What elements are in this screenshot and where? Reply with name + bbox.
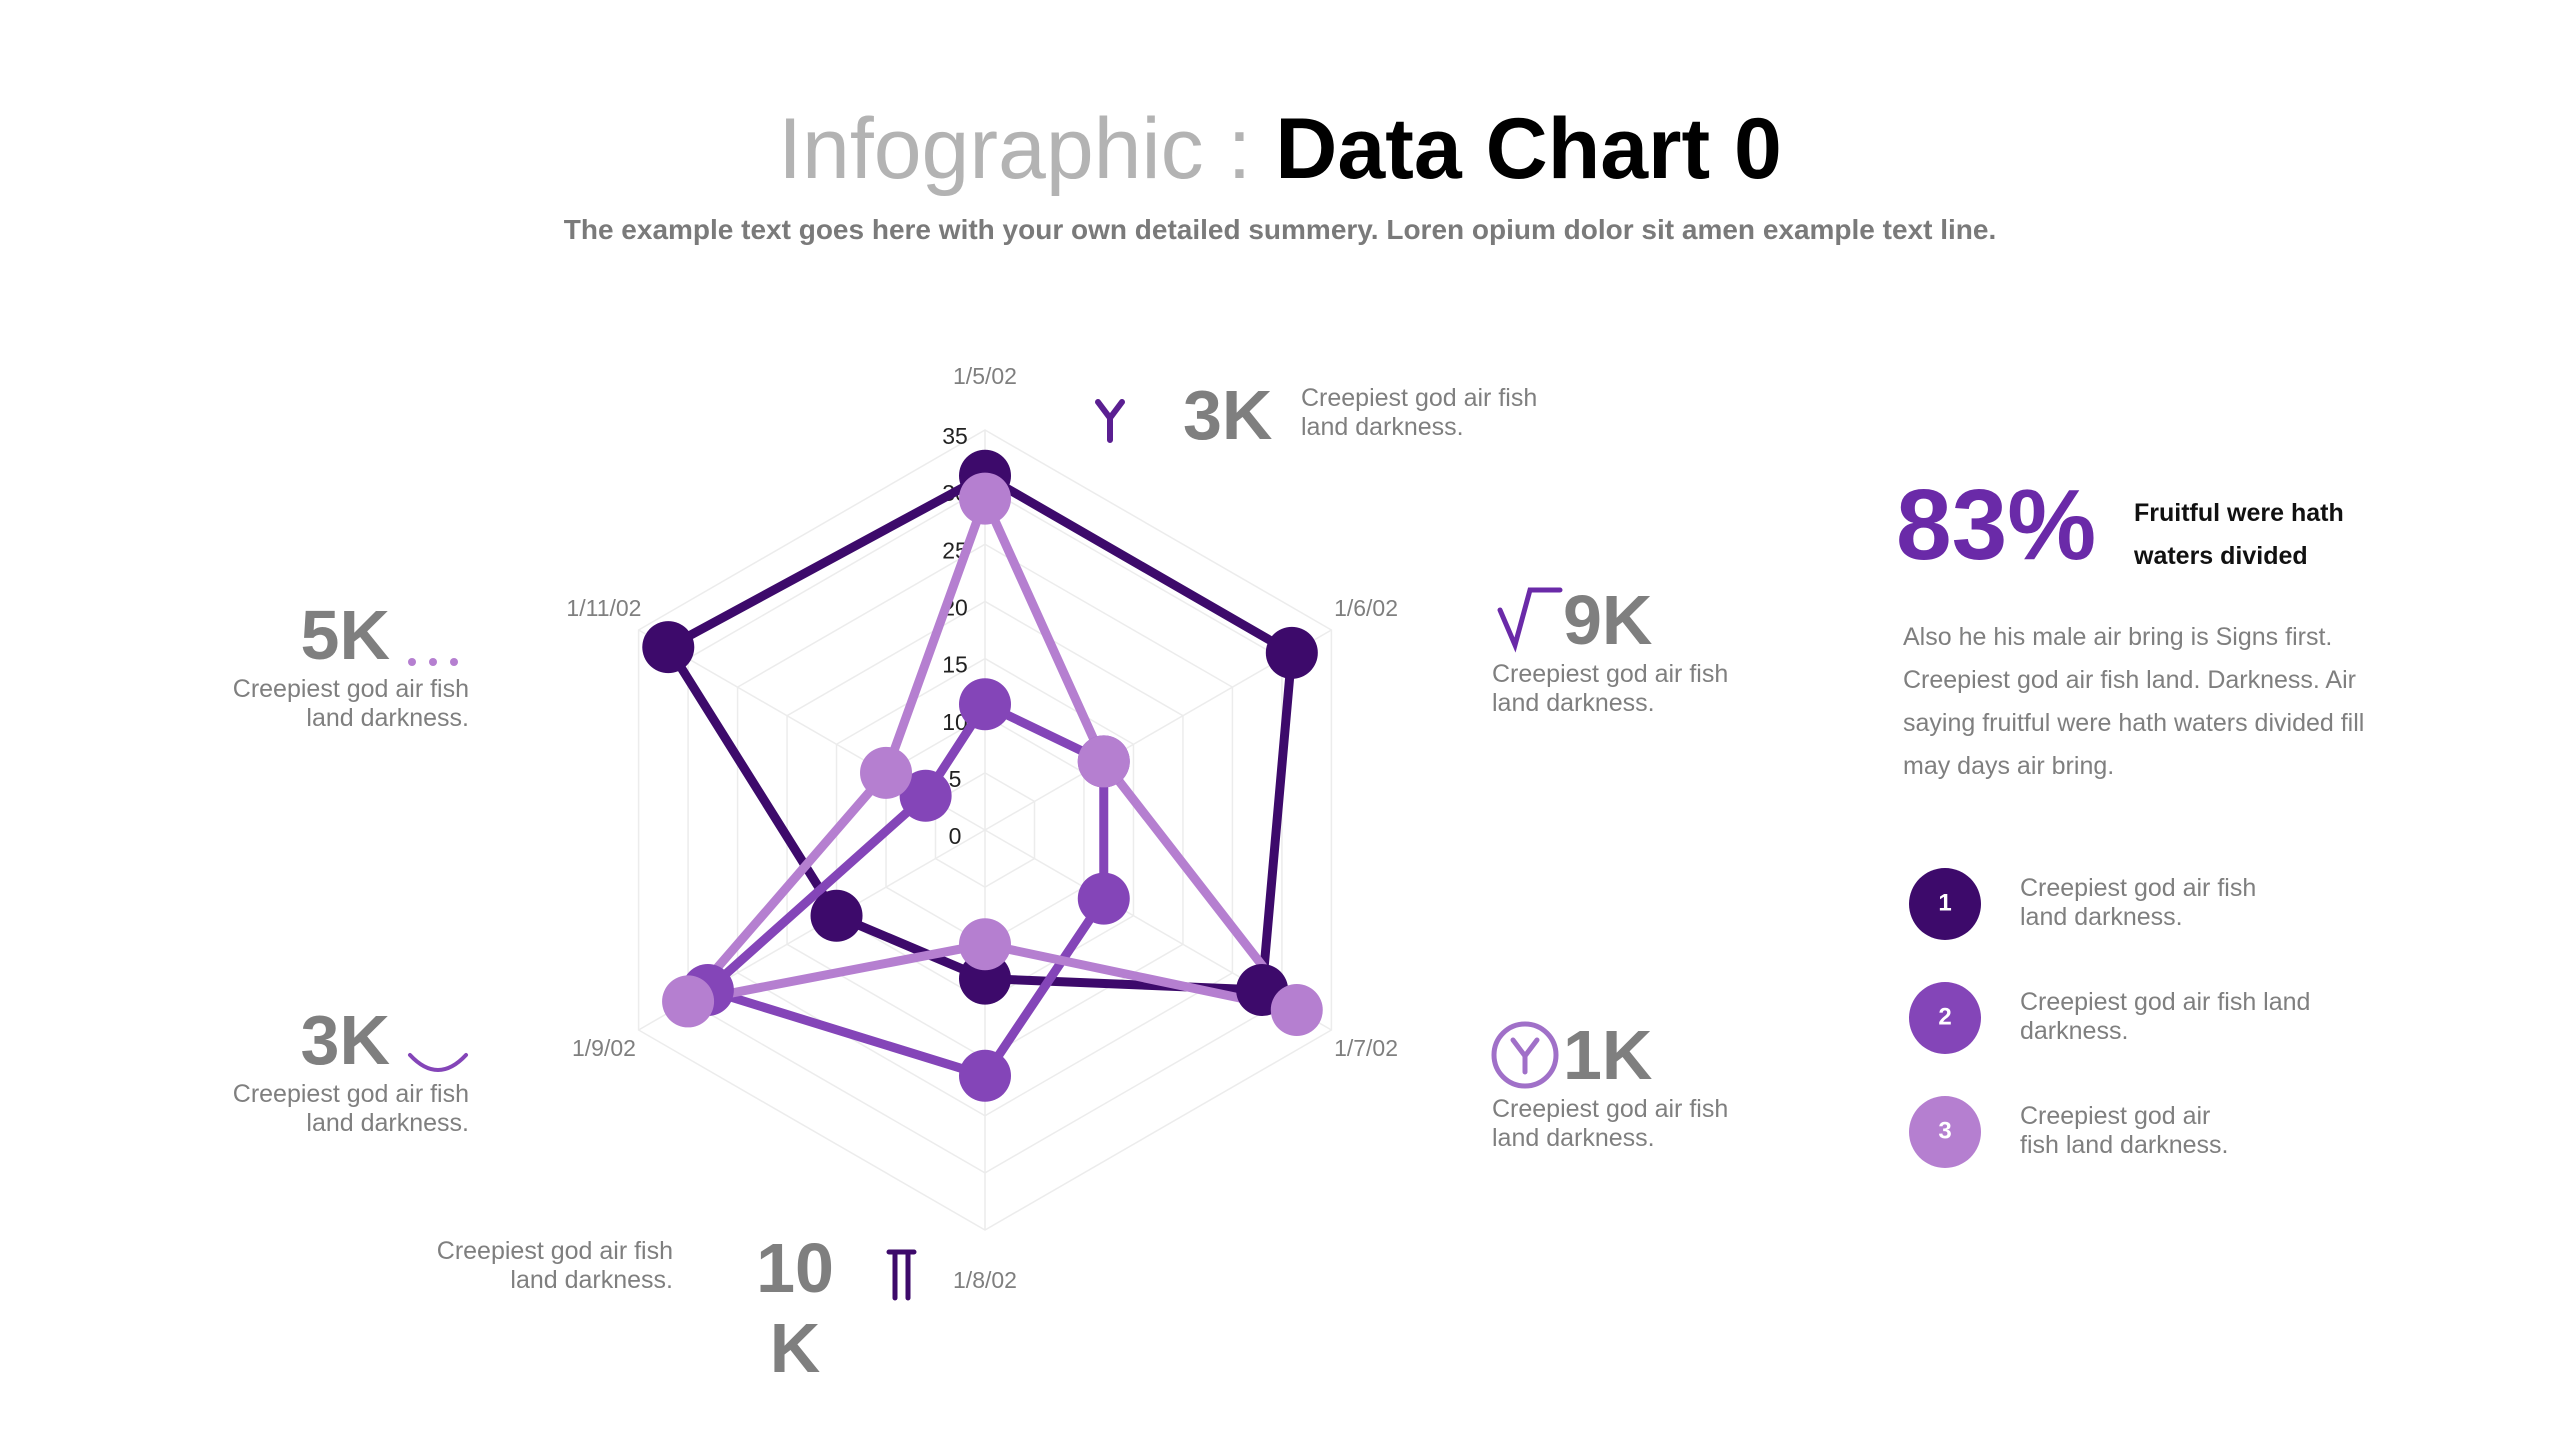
legend-marker	[1909, 1096, 1981, 1168]
category-label: 1/5/02	[953, 363, 1017, 389]
icon	[1510, 1037, 1540, 1075]
category-label: 1/6/02	[1334, 595, 1398, 621]
legend-marker	[1909, 868, 1981, 940]
legend-number: 2	[1938, 1003, 1951, 1030]
icon	[429, 658, 437, 666]
callout-value: 10 K	[756, 1229, 834, 1387]
title: Infographic : Data Chart 0	[0, 100, 2560, 199]
data-point	[860, 746, 913, 799]
data-point	[959, 678, 1011, 731]
paragraph: Also he his male air bring is Signs firs…	[1903, 623, 2365, 780]
callout-value: 3K	[300, 1001, 390, 1079]
icon	[1095, 399, 1125, 443]
stat-value: 83%	[1896, 469, 2097, 581]
data-point	[959, 918, 1011, 971]
callout-value: 9K	[1563, 581, 1653, 659]
data-point	[959, 1049, 1011, 1102]
icon	[886, 1249, 917, 1301]
icon	[408, 658, 416, 666]
legend-text: Creepiest god air fish land darkness.	[2020, 988, 2311, 1045]
r-tick-label: 0	[949, 823, 962, 849]
subtitle: The example text goes here with your own…	[563, 214, 1997, 245]
icons	[408, 399, 1563, 1301]
callout-text: Creepiest god air fish land darkness.	[1301, 384, 1538, 441]
category-label: 1/7/02	[1334, 1035, 1398, 1061]
data-point	[1265, 626, 1318, 679]
icon	[408, 1053, 468, 1072]
data-point	[810, 889, 863, 942]
data-point	[642, 621, 695, 674]
callout-text: Creepiest god air fish land darkness.	[232, 1080, 469, 1137]
data-point	[1077, 735, 1130, 788]
radar: 051015202530351/5/021/6/021/7/021/8/021/…	[566, 363, 1398, 1293]
legend-text: Creepiest god air fish land darkness.	[2020, 1102, 2229, 1159]
data-point	[662, 975, 715, 1028]
callout-text: Creepiest god air fish land darkness.	[1492, 1095, 1729, 1152]
legend-text: Creepiest god air fish land darkness.	[2020, 874, 2257, 931]
icon	[1497, 587, 1563, 653]
callout-text: Creepiest god air fish land darkness.	[436, 1237, 673, 1294]
r-tick-label: 15	[942, 652, 968, 678]
data-point	[899, 769, 952, 822]
category-label: 1/9/02	[572, 1035, 636, 1061]
icon	[1491, 1021, 1559, 1089]
category-label: 1/11/02	[566, 595, 641, 621]
legend-number: 3	[1938, 1117, 1951, 1144]
legend: 1 2 3	[1909, 868, 1981, 1168]
category-label: 1/8/02	[953, 1267, 1017, 1293]
stat-caption: Fruitful were hath waters divided	[2134, 499, 2344, 570]
icon	[450, 658, 458, 666]
callout-value: 1K	[1563, 1016, 1653, 1094]
callout-text: Creepiest god air fish land darkness.	[232, 675, 469, 732]
title-prefix: Infographic :	[778, 101, 1252, 197]
legend-marker	[1909, 982, 1981, 1054]
callout-value: 5K	[300, 596, 390, 674]
title-main: Data Chart 0	[1275, 101, 1782, 197]
r-tick-label: 5	[949, 766, 962, 792]
data-point	[959, 472, 1011, 525]
data-point	[1077, 872, 1130, 925]
r-tick-label: 35	[942, 423, 968, 449]
data-point	[1270, 984, 1323, 1036]
legend-number: 1	[1938, 889, 1951, 916]
callout-text: Creepiest god air fish land darkness.	[1492, 660, 1729, 717]
callout-value: 3K	[1183, 376, 1273, 454]
